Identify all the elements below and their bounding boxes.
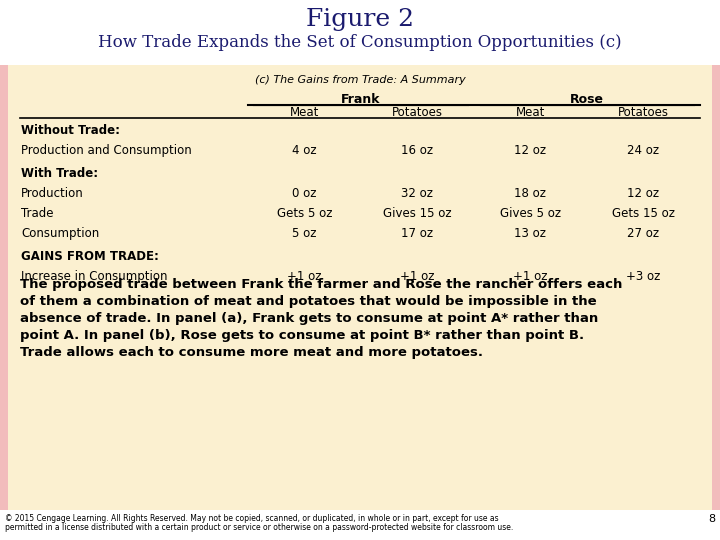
Text: Production: Production: [21, 187, 84, 200]
Text: 0 oz: 0 oz: [292, 187, 317, 200]
Text: 4 oz: 4 oz: [292, 144, 317, 157]
Bar: [8, 65, 712, 510]
Text: Potatoes: Potatoes: [392, 106, 443, 119]
Text: How Trade Expands the Set of Consumption Opportunities (c): How Trade Expands the Set of Consumption…: [98, 34, 622, 51]
Text: Gets 5 oz: Gets 5 oz: [276, 207, 332, 220]
Text: point A. In panel (b), Rose gets to consume at point B* rather than point B.: point A. In panel (b), Rose gets to cons…: [20, 329, 584, 342]
Text: 5 oz: 5 oz: [292, 227, 317, 240]
Text: Increase in Consumption: Increase in Consumption: [21, 270, 168, 283]
Text: Meat: Meat: [289, 106, 319, 119]
Text: 32 oz: 32 oz: [401, 187, 433, 200]
Text: 12 oz: 12 oz: [627, 187, 660, 200]
Text: 16 oz: 16 oz: [401, 144, 433, 157]
Text: © 2015 Cengage Learning. All Rights Reserved. May not be copied, scanned, or dup: © 2015 Cengage Learning. All Rights Rese…: [5, 514, 499, 523]
Text: Meat: Meat: [516, 106, 545, 119]
Text: Gets 15 oz: Gets 15 oz: [612, 207, 675, 220]
Text: of them a combination of meat and potatoes that would be impossible in the: of them a combination of meat and potato…: [20, 295, 597, 308]
Text: +3 oz: +3 oz: [626, 270, 661, 283]
Text: +1 oz: +1 oz: [287, 270, 322, 283]
Text: Consumption: Consumption: [21, 227, 99, 240]
Text: GAINS FROM TRADE:: GAINS FROM TRADE:: [21, 250, 159, 263]
Text: 24 oz: 24 oz: [627, 144, 660, 157]
Text: +1 oz: +1 oz: [513, 270, 548, 283]
Text: 12 oz: 12 oz: [514, 144, 546, 157]
Text: Trade: Trade: [21, 207, 53, 220]
Text: Potatoes: Potatoes: [618, 106, 669, 119]
Text: The proposed trade between Frank the farmer and Rose the rancher offers each: The proposed trade between Frank the far…: [20, 278, 622, 291]
Text: 27 oz: 27 oz: [627, 227, 660, 240]
Text: Figure 2: Figure 2: [306, 8, 414, 31]
Text: absence of trade. In panel (a), Frank gets to consume at point A* rather than: absence of trade. In panel (a), Frank ge…: [20, 312, 598, 325]
Text: Gives 5 oz: Gives 5 oz: [500, 207, 561, 220]
Text: Frank: Frank: [341, 93, 381, 106]
Text: Gives 15 oz: Gives 15 oz: [383, 207, 451, 220]
Text: permitted in a license distributed with a certain product or service or otherwis: permitted in a license distributed with …: [5, 523, 513, 532]
Text: Production and Consumption: Production and Consumption: [21, 144, 192, 157]
Text: Trade allows each to consume more meat and more potatoes.: Trade allows each to consume more meat a…: [20, 346, 483, 359]
Text: +1 oz: +1 oz: [400, 270, 435, 283]
Text: 18 oz: 18 oz: [514, 187, 546, 200]
Bar: [0, 510, 720, 540]
Bar: [0, 0, 720, 65]
Text: 17 oz: 17 oz: [401, 227, 433, 240]
Text: With Trade:: With Trade:: [21, 167, 98, 180]
Text: 8: 8: [708, 514, 715, 524]
Text: 13 oz: 13 oz: [514, 227, 546, 240]
Text: (c) The Gains from Trade: A Summary: (c) The Gains from Trade: A Summary: [255, 75, 465, 85]
Text: Rose: Rose: [570, 93, 604, 106]
Text: Without Trade:: Without Trade:: [21, 124, 120, 137]
